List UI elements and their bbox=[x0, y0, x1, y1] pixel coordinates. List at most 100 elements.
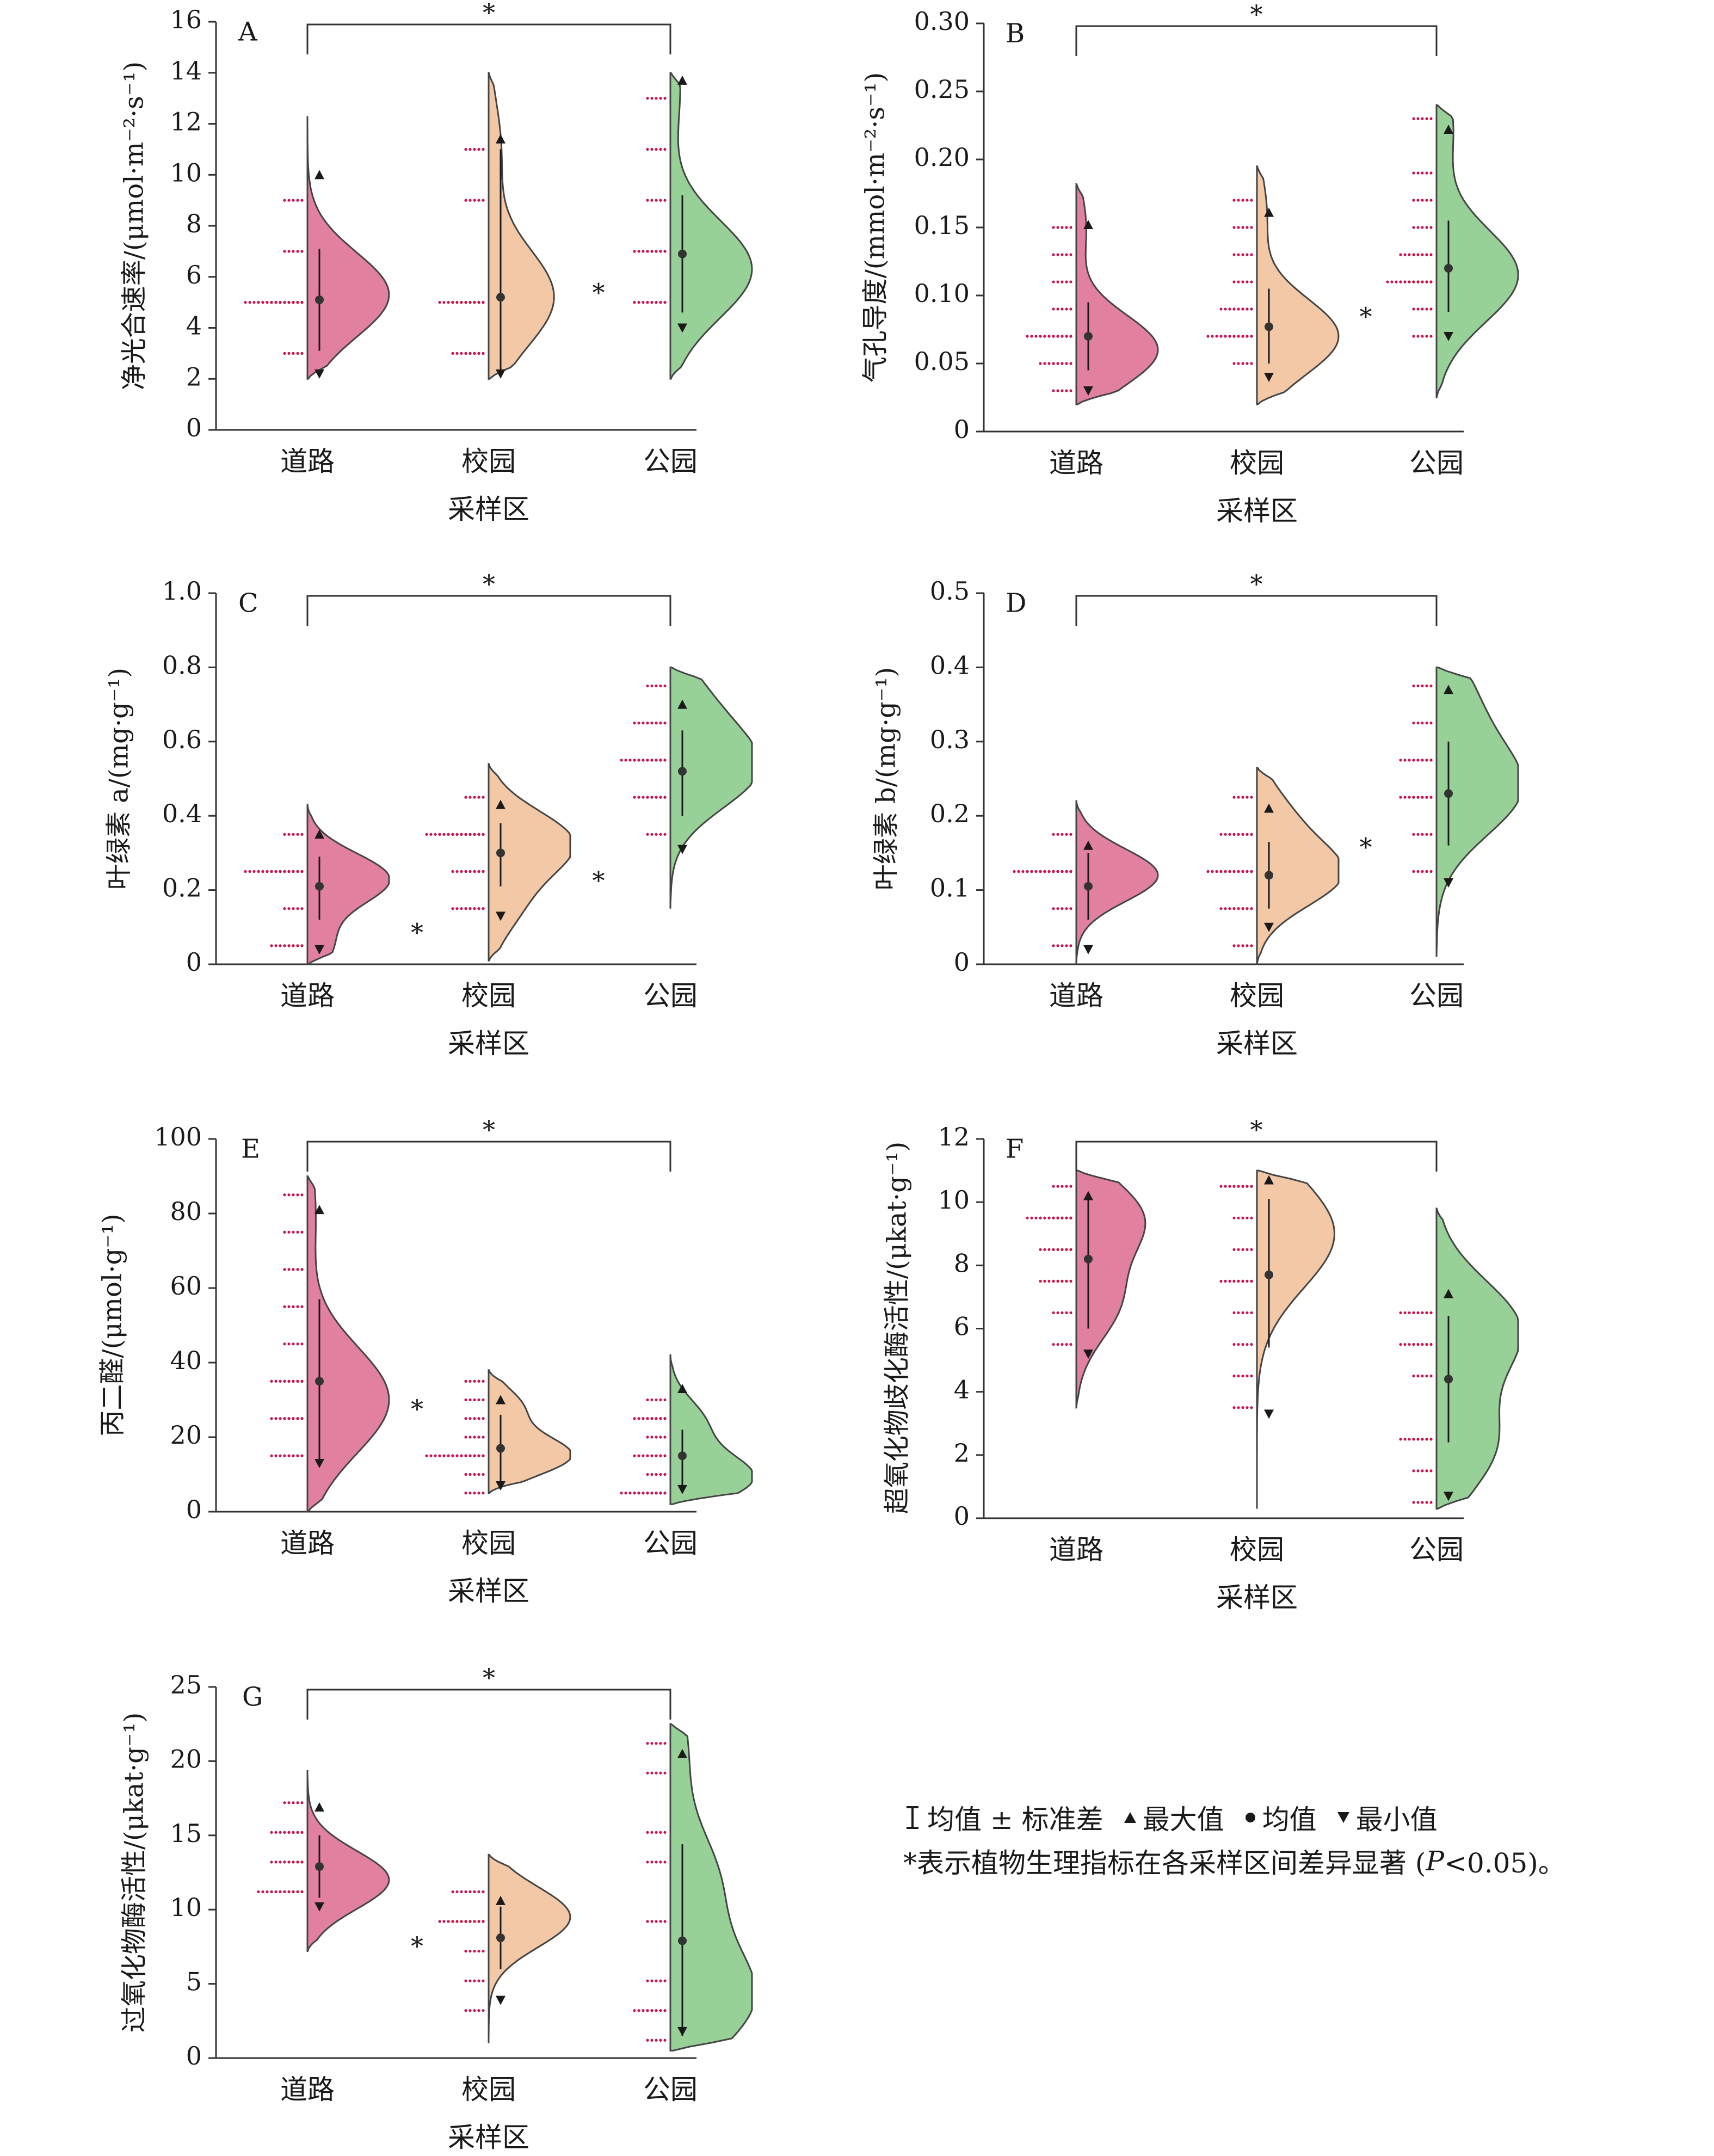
data-dot bbox=[473, 1473, 476, 1476]
data-dot bbox=[270, 1454, 273, 1457]
data-dot bbox=[1416, 796, 1420, 799]
data-dot bbox=[283, 301, 286, 304]
data-dot bbox=[468, 199, 472, 202]
data-dot bbox=[1412, 796, 1415, 799]
y-tick-label: 0.15 bbox=[914, 211, 970, 240]
data-dot bbox=[637, 796, 640, 799]
y-tick-label: 0.2 bbox=[930, 799, 970, 828]
data-dot bbox=[659, 722, 662, 725]
data-dot bbox=[464, 1890, 467, 1894]
data-dot bbox=[1228, 335, 1231, 338]
data-dot bbox=[1241, 907, 1244, 910]
data-dot bbox=[482, 301, 485, 304]
data-dot bbox=[287, 1230, 291, 1234]
data-dot bbox=[1408, 1438, 1411, 1441]
data-dot bbox=[287, 1454, 291, 1457]
data-dot bbox=[438, 833, 441, 836]
data-dot bbox=[655, 796, 658, 799]
violin-1 bbox=[488, 1369, 571, 1494]
data-dot bbox=[482, 352, 485, 355]
data-dot bbox=[1408, 280, 1411, 284]
data-dot bbox=[292, 1454, 295, 1457]
note-prefix: *表示植物生理指标在各采样区间差异显著 ( bbox=[903, 1847, 1426, 1879]
data-dot bbox=[646, 1454, 649, 1457]
data-dot bbox=[292, 352, 295, 355]
max-marker bbox=[496, 134, 505, 144]
y-axis-label: 气孔导度/(mmol·m⁻²·s⁻¹) bbox=[860, 72, 891, 383]
data-dot bbox=[624, 759, 627, 762]
data-dot bbox=[1232, 1342, 1236, 1346]
violin-0 bbox=[1075, 183, 1159, 405]
data-dot bbox=[1250, 199, 1253, 202]
data-dot bbox=[663, 1920, 667, 1923]
significance-bracket bbox=[306, 1689, 671, 1720]
data-dot bbox=[655, 1436, 658, 1439]
significance-star: * bbox=[1250, 0, 1263, 29]
data-dot bbox=[296, 870, 299, 873]
data-dot bbox=[646, 1492, 649, 1495]
data-dot bbox=[464, 2009, 467, 2012]
data-dot bbox=[473, 796, 476, 799]
data-dot bbox=[473, 1379, 476, 1383]
between-significance-star: * bbox=[593, 278, 605, 307]
data-dot bbox=[642, 1417, 645, 1420]
x-axis-label: 采样区 bbox=[448, 1575, 529, 1607]
data-dot bbox=[279, 1831, 282, 1834]
data-dot bbox=[1056, 870, 1059, 873]
data-dot bbox=[468, 1436, 472, 1439]
data-dot bbox=[300, 1861, 304, 1864]
y-tick-label: 4 bbox=[186, 311, 202, 341]
mean-point bbox=[678, 1451, 687, 1461]
data-dot bbox=[1399, 1311, 1402, 1315]
min-marker bbox=[496, 369, 505, 379]
data-dot bbox=[438, 1920, 441, 1923]
data-dot bbox=[300, 301, 304, 304]
y-axis-label: 丙二醛/(μmol·g⁻¹) bbox=[97, 1213, 128, 1436]
data-dot bbox=[464, 1949, 467, 1953]
data-dot bbox=[1211, 335, 1214, 338]
data-dot bbox=[468, 1979, 472, 1982]
data-dot bbox=[663, 250, 667, 253]
data-dot bbox=[1056, 1185, 1059, 1188]
data-dot bbox=[655, 1742, 658, 1745]
data-dot bbox=[1246, 226, 1249, 229]
data-dot bbox=[292, 1417, 295, 1420]
data-dot bbox=[1425, 117, 1428, 120]
y-tick-label: 0.6 bbox=[162, 725, 202, 754]
y-tick-label: 6 bbox=[954, 1312, 970, 1341]
data-dot bbox=[1250, 253, 1253, 256]
data-dot bbox=[1026, 1216, 1029, 1219]
data-dot bbox=[296, 1379, 299, 1383]
violin-2 bbox=[669, 1723, 753, 2052]
data-dot bbox=[659, 1417, 662, 1420]
data-dot bbox=[1065, 833, 1068, 836]
data-dot bbox=[1241, 1185, 1244, 1188]
data-dot bbox=[655, 250, 658, 253]
data-dot bbox=[482, 1398, 485, 1402]
max-marker bbox=[315, 1205, 324, 1215]
data-dot bbox=[447, 301, 450, 304]
data-dot bbox=[1232, 280, 1236, 284]
legend-label-min: 最小值 bbox=[1355, 1804, 1438, 1835]
data-dot bbox=[477, 1492, 480, 1495]
data-dot bbox=[292, 1230, 295, 1234]
data-dot bbox=[663, 2038, 667, 2042]
violin-1 bbox=[1256, 766, 1340, 965]
note-p: P bbox=[1426, 1845, 1445, 1877]
mean-point bbox=[678, 767, 687, 776]
y-axis-label: 叶绿素 b/(mg·g⁻¹) bbox=[871, 667, 902, 890]
data-dot bbox=[650, 2009, 653, 2012]
data-dot bbox=[473, 199, 476, 202]
x-axis-label: 采样区 bbox=[1216, 1028, 1298, 1059]
data-dot bbox=[1241, 307, 1244, 311]
mean-point bbox=[1084, 332, 1093, 341]
data-dot bbox=[1412, 1438, 1415, 1441]
data-dot bbox=[1421, 171, 1424, 175]
data-dot bbox=[655, 684, 658, 688]
max-marker bbox=[315, 829, 324, 839]
data-dot bbox=[650, 1920, 653, 1923]
data-dot bbox=[1224, 870, 1227, 873]
data-dot bbox=[646, 2038, 649, 2042]
data-dot bbox=[1429, 684, 1433, 688]
panel-label: A bbox=[238, 17, 258, 47]
